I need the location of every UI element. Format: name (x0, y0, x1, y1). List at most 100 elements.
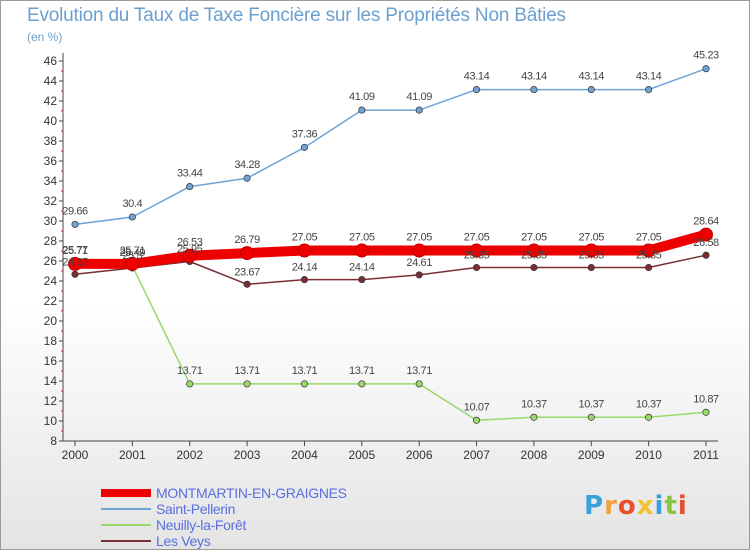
data-label: 27.05 (521, 232, 547, 244)
data-label: 24.67 (62, 256, 88, 268)
data-label: 34.28 (234, 159, 260, 171)
data-label: 13.71 (177, 365, 203, 377)
y-tick-label: 30 (44, 214, 58, 228)
data-point (415, 380, 423, 388)
data-point (587, 413, 595, 421)
data-point (71, 220, 79, 228)
y-tick-label: 10 (44, 414, 58, 428)
data-label: 25.49 (120, 247, 146, 259)
data-point (358, 380, 366, 388)
data-label: 24.14 (292, 262, 318, 274)
data-point (587, 86, 595, 94)
data-point (354, 243, 369, 258)
data-label: 30.4 (122, 198, 142, 210)
x-tick-label: 2009 (578, 448, 605, 462)
y-tick-label: 28 (44, 234, 58, 248)
y-tick-label: 22 (44, 294, 58, 308)
x-tick-label: 2006 (406, 448, 433, 462)
data-label: 10.07 (464, 401, 490, 413)
data-label: 13.71 (349, 365, 375, 377)
x-tick-label: 2002 (176, 448, 203, 462)
data-label: 43.14 (579, 71, 605, 83)
data-label: 27.05 (636, 232, 662, 244)
data-label: 41.09 (406, 91, 432, 103)
logo-letter: t (664, 491, 678, 521)
data-label: 43.14 (521, 71, 547, 83)
data-point (530, 413, 538, 421)
data-point (358, 276, 366, 284)
data-label: 43.14 (636, 71, 662, 83)
data-label: 33.44 (177, 168, 203, 180)
data-label: 10.37 (579, 398, 605, 410)
logo-letter: i (677, 491, 688, 521)
data-label: 25.35 (579, 250, 605, 262)
data-point (469, 243, 484, 258)
logo-letter: o (617, 491, 637, 521)
legend-label-neuilly: Neuilly-la-Forêt (156, 517, 247, 533)
data-point (415, 106, 423, 114)
data-point (300, 143, 309, 151)
logo-letter: i (654, 491, 665, 521)
data-point (587, 263, 595, 272)
y-tick-label: 32 (44, 194, 58, 208)
chart-title: Evolution du Taux de Taxe Foncière sur l… (27, 5, 566, 26)
data-label: 25.95 (177, 244, 203, 256)
data-label: 27.05 (406, 232, 432, 244)
y-tick-label: 34 (44, 174, 58, 188)
data-label: 13.71 (406, 365, 432, 377)
data-point (645, 413, 653, 421)
legend-swatch-montmartin (101, 489, 151, 497)
x-tick-label: 2001 (119, 448, 146, 462)
data-label: 29.66 (62, 205, 88, 217)
series-line-2 (74, 262, 707, 422)
x-tick-label: 2000 (62, 448, 89, 462)
y-tick-label: 18 (44, 334, 58, 348)
proxiti-logo: Proxiti (584, 491, 688, 521)
legend-label-montmartin: MONTMARTIN-EN-GRAIGNES (156, 485, 347, 501)
data-label: 28.64 (693, 216, 719, 228)
y-tick-label: 16 (44, 354, 58, 368)
data-label: 27.05 (292, 232, 318, 244)
data-point (641, 243, 656, 258)
legend-swatch-neuilly (101, 524, 151, 526)
series-line-3 (74, 254, 707, 286)
data-label: 25.3 (122, 250, 142, 262)
legend-swatch-les-veys (101, 540, 151, 542)
legend-label-les-veys: Les Veys (156, 533, 211, 549)
x-tick-label: 2007 (463, 448, 490, 462)
legend-swatch-saint-pellerin (101, 508, 151, 510)
x-tick-label: 2011 (693, 448, 719, 462)
data-point (526, 243, 541, 258)
data-point (300, 276, 309, 284)
data-point (412, 243, 427, 258)
data-label: 10.87 (693, 393, 719, 405)
y-tick-label: 44 (44, 74, 58, 88)
y-tick-label: 20 (44, 314, 58, 328)
y-tick-label: 40 (44, 114, 58, 128)
data-point (645, 263, 653, 272)
y-tick-label: 46 (44, 54, 58, 68)
data-point (125, 256, 140, 271)
x-tick-label: 2005 (348, 448, 375, 462)
y-tick-label: 24 (44, 274, 58, 288)
data-label: 27.05 (349, 232, 375, 244)
data-point (243, 380, 251, 388)
data-point (186, 380, 194, 388)
data-label: 26.58 (693, 237, 719, 249)
data-label: 10.37 (636, 398, 662, 410)
x-tick-label: 2003 (234, 448, 261, 462)
y-tick-label: 38 (44, 134, 58, 148)
data-label: 25.77 (62, 244, 88, 256)
data-label: 13.71 (234, 365, 260, 377)
data-label: 24.61 (406, 257, 432, 269)
x-tick-label: 2004 (291, 448, 318, 462)
y-axis-unit: (en %) (27, 30, 63, 44)
data-label: 26.79 (234, 234, 260, 246)
data-point (240, 246, 255, 261)
data-label: 27.05 (464, 232, 490, 244)
logo-letter: r (604, 491, 618, 521)
y-tick-label: 42 (44, 94, 58, 108)
data-point (297, 243, 312, 258)
